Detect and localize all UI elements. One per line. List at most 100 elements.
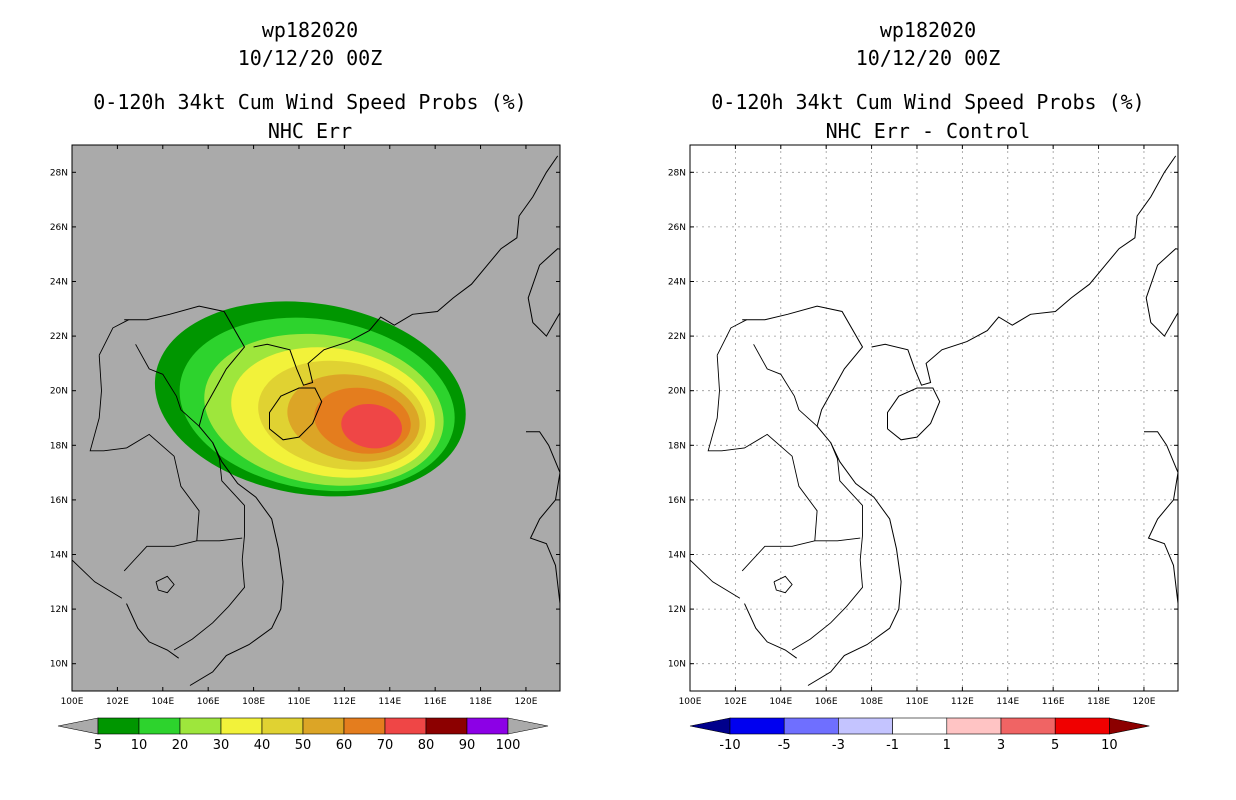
colorbar: -10 -5 -3 -1 1 3 5 10: [689, 717, 1150, 753]
y-tick-label: 20N: [50, 387, 68, 397]
right-chart-title: 0-120h 34kt Cum Wind Speed Probs (%): [711, 90, 1145, 114]
colorbar-label: 20: [172, 738, 189, 753]
map-panel-1: 100E 102E 104E 106E 108E 110E 112E 114E 116E 118E…: [50, 144, 561, 753]
y-tick-label: 12N: [50, 605, 68, 615]
coastline: [526, 431, 560, 604]
country-border: [791, 442, 863, 651]
map-content: [690, 145, 1178, 691]
y-tick-label: 26N: [668, 223, 686, 233]
map-frame: [689, 144, 1179, 692]
x-tick-label: 102E: [106, 697, 129, 707]
x-tick-label: 112E: [951, 697, 974, 707]
x-tick-label: 118E: [1087, 697, 1110, 707]
colorbar-label: 1: [943, 738, 951, 753]
country-border: [741, 537, 861, 572]
country-border: [135, 344, 200, 427]
y-tick-label: 16N: [668, 496, 686, 506]
x-tick-label: 110E: [906, 697, 929, 707]
y-tick-label: 20N: [668, 387, 686, 397]
right-storm-id: wp182020: [879, 18, 977, 42]
colorbar-segment: [261, 717, 304, 735]
colorbar-label: 40: [254, 738, 271, 753]
colorbar-segment: [97, 717, 140, 735]
colorbar-label: 70: [377, 738, 394, 753]
colorbar-segment: [302, 717, 345, 735]
y-tick-label: 10N: [50, 660, 68, 670]
y-tick-label: 16N: [50, 496, 68, 506]
map-panel-2: 100E 102E 104E 106E 108E 110E 112E 114E 116E 118E…: [668, 144, 1179, 753]
y-tick-label: 24N: [50, 278, 68, 288]
colorbar-left-arrow: [57, 717, 99, 735]
colorbar-label: 3: [997, 738, 1005, 753]
y-tick-label: 14N: [668, 551, 686, 561]
x-tick-label: 120E: [1133, 697, 1156, 707]
colorbar-label: 5: [94, 738, 102, 753]
country-border: [72, 559, 123, 599]
lake-outline: [155, 575, 175, 594]
colorbar-segment: [384, 717, 427, 735]
country-border: [173, 442, 245, 651]
left-date: 10/12/20 00Z: [237, 46, 383, 70]
prob-contour-70: [341, 403, 402, 449]
map-background: [690, 145, 1178, 691]
y-tick-label: 22N: [668, 332, 686, 342]
x-tick-label: 114E: [996, 697, 1019, 707]
y-tick-label: 24N: [668, 278, 686, 288]
x-tick-label: 116E: [424, 697, 447, 707]
right-date: 10/12/20 00Z: [855, 46, 1001, 70]
left-storm-id: wp182020: [261, 18, 359, 42]
x-tick-label: 100E: [679, 697, 702, 707]
coastline: [1145, 248, 1178, 337]
coastline: [871, 155, 1177, 386]
left-chart-subtitle: NHC Err: [267, 119, 353, 143]
coastline: [269, 387, 323, 441]
colorbar-label: -10: [719, 738, 740, 753]
x-tick-label: 108E: [860, 697, 883, 707]
coastline: [1144, 431, 1178, 604]
colorbar-label: 10: [1101, 738, 1118, 753]
country-border: [716, 319, 747, 356]
colorbar-segment: [179, 717, 222, 735]
colorbar-label: -1: [886, 738, 899, 753]
lake-outline: [773, 575, 793, 594]
colorbar-label: -3: [832, 738, 845, 753]
country-border: [690, 559, 741, 599]
colorbar-label: 50: [295, 738, 312, 753]
coastline: [887, 387, 941, 441]
colorbar-segment: [729, 717, 785, 735]
colorbar-label: 90: [459, 738, 476, 753]
y-tick-label: 22N: [50, 332, 68, 342]
x-tick-label: 106E: [815, 697, 838, 707]
colorbar-segment: [466, 717, 509, 735]
colorbar-segment: [220, 717, 263, 735]
y-tick-label: 14N: [50, 551, 68, 561]
colorbar-segment: [838, 717, 893, 735]
x-tick-label: 100E: [61, 697, 84, 707]
right-chart-subtitle: NHC Err - Control: [825, 119, 1031, 143]
y-tick-label: 18N: [50, 441, 68, 451]
left-chart-title: 0-120h 34kt Cum Wind Speed Probs (%): [93, 90, 527, 114]
country-border: [98, 319, 129, 356]
coastline: [126, 603, 179, 659]
colorbar-segment: [946, 717, 1002, 735]
y-tick-label: 26N: [50, 223, 68, 233]
x-tick-label: 116E: [1042, 697, 1065, 707]
colorbar-segment: [1000, 717, 1056, 735]
colorbar-label: 100: [496, 738, 521, 753]
colorbar-segment: [892, 717, 948, 735]
map-frame: [71, 144, 561, 692]
colorbar-segment: [138, 717, 181, 735]
y-tick-label: 28N: [668, 168, 686, 178]
colorbar-label: 60: [336, 738, 353, 753]
coastline: [527, 248, 560, 337]
colorbar-right-arrow: [1109, 717, 1150, 735]
y-tick-label: 12N: [668, 605, 686, 615]
colorbar-label: 30: [213, 738, 230, 753]
colorbar-segment: [343, 717, 386, 735]
country-border: [123, 537, 243, 572]
y-tick-label: 28N: [50, 168, 68, 178]
coastline: [253, 155, 559, 386]
y-tick-label: 10N: [668, 660, 686, 670]
x-tick-label: 102E: [724, 697, 747, 707]
